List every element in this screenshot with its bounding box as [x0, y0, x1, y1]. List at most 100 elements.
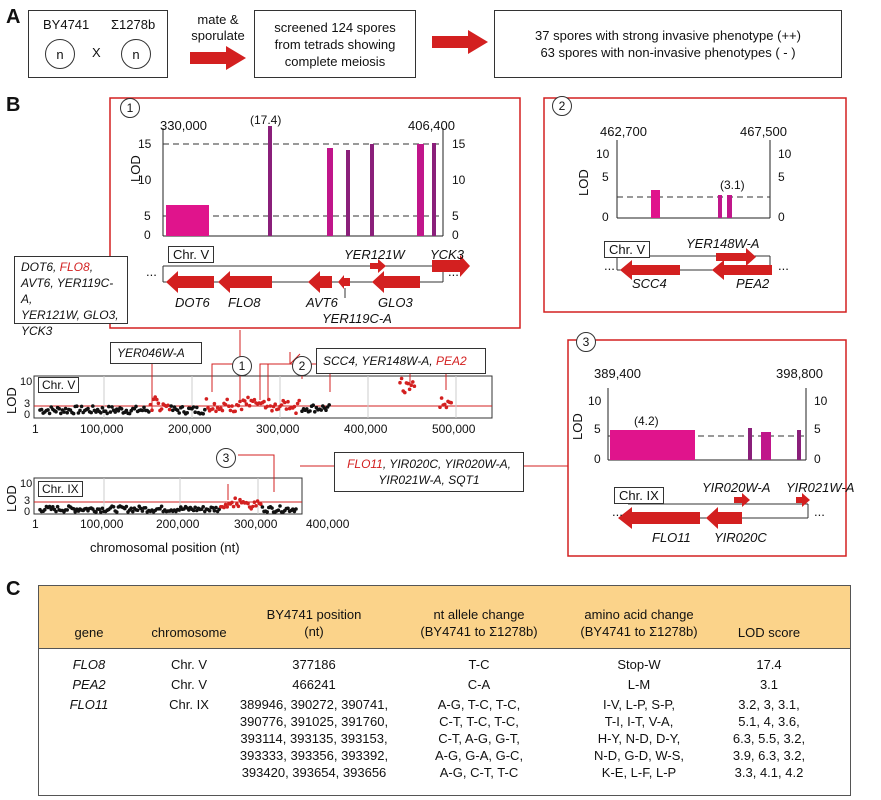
lod-point — [284, 407, 289, 411]
lod-bar — [748, 428, 752, 460]
lod-point — [156, 401, 161, 406]
lod-point — [279, 403, 284, 407]
xtick: 400,000 — [344, 422, 388, 436]
lod-point — [230, 500, 234, 505]
lod-point — [439, 396, 444, 400]
lod-point — [265, 510, 270, 514]
lod-point — [113, 410, 117, 414]
lod-point — [244, 402, 249, 406]
ytick: 10 — [20, 376, 33, 388]
lod-point — [411, 380, 415, 384]
ytick: 0 — [602, 210, 609, 224]
right-arrow-icon — [190, 46, 246, 70]
lod-point — [43, 507, 47, 512]
lod-point — [247, 403, 252, 408]
lod-point — [139, 506, 143, 511]
gene-text-highlight: PEA2 — [435, 354, 467, 368]
lod-point — [449, 400, 454, 405]
gene-label-yer148w-a: YER148W-A — [686, 236, 760, 251]
lod-point — [233, 409, 237, 414]
lod-point — [438, 405, 442, 410]
lod-point — [231, 504, 236, 509]
gene-label-glo3: GLO3 — [378, 295, 413, 310]
nucleus-icon: n — [121, 39, 151, 69]
callout-box-1: DOT6, FLO8, AVT6, YER119C-A, YER121W, GL… — [14, 256, 128, 338]
inset-2-ylabel: LOD — [576, 169, 591, 196]
lod-point — [94, 510, 98, 514]
gene-arrow — [712, 260, 772, 280]
lod-point — [47, 504, 52, 509]
lod-point — [252, 397, 257, 402]
lod-point — [214, 409, 218, 414]
gene-label-yir020c: YIR020C — [714, 530, 767, 545]
ytick: 0 — [24, 409, 31, 421]
lod-point — [55, 504, 60, 509]
lod-point — [286, 399, 290, 404]
lod-point — [171, 408, 175, 413]
ellipsis: ... — [612, 504, 623, 519]
lod-point — [91, 404, 95, 408]
panel-b-figure — [33, 97, 847, 557]
inset-1-frame — [109, 97, 521, 329]
lod-point — [228, 408, 233, 413]
cell-pos: 466241 — [292, 677, 336, 692]
gene-arrow — [372, 271, 420, 293]
gene-arrow — [338, 275, 350, 289]
lod-point — [110, 405, 114, 409]
gene-label-dot6: DOT6 — [175, 295, 210, 310]
lod-point — [294, 507, 298, 511]
lod-point — [259, 502, 263, 507]
lod-point — [143, 506, 148, 510]
gene-label-yck3: YCK3 — [430, 247, 464, 262]
lod-point — [191, 508, 196, 513]
gene-arrow — [166, 271, 214, 293]
cell-lod: 17.4 — [756, 657, 782, 672]
lod-point — [233, 496, 237, 501]
inset-1-peak-label: (17.4) — [250, 113, 282, 127]
lod-point — [86, 406, 90, 411]
callout-box-2: SCC4, YER148W-A, PEA2 — [316, 348, 486, 374]
lod-point — [99, 510, 103, 514]
inset-1-chr-label: Chr. V — [168, 246, 215, 263]
ytick: 10 — [778, 147, 792, 161]
gene-arrow — [432, 255, 470, 277]
lod-point — [251, 504, 255, 509]
lod-point — [100, 406, 105, 410]
gene-text: , — [89, 260, 94, 274]
xtick: 200,000 — [168, 422, 212, 436]
lod-point — [204, 397, 209, 401]
gene-label-yir021w-a: YIR021W-A — [786, 480, 855, 495]
inset-3-chr-label: Chr. IX — [614, 487, 664, 504]
header-nt-change: nt allele change (BY4741 to Σ1278b) — [420, 607, 538, 639]
lod-point — [260, 505, 265, 509]
strain-sigma1278b: Σ1278b — [111, 17, 156, 32]
gene-text: YIR021W-A, SQT1 — [378, 473, 480, 487]
lod-point — [147, 410, 151, 414]
gene-label-flo8: FLO8 — [228, 295, 261, 310]
gene-text: DOT6, — [21, 260, 60, 274]
gene-label-scc4: SCC4 — [632, 276, 667, 291]
lod-point — [131, 509, 135, 514]
gene-label-yir020w-a: YIR020W-A — [702, 480, 771, 495]
lod-point — [286, 506, 290, 511]
cell-chr: Chr. V — [170, 657, 208, 672]
lod-point — [268, 404, 273, 408]
ytick: 3 — [24, 495, 31, 507]
lod-point — [243, 399, 247, 403]
gene-text-highlight: FLO8 — [59, 260, 90, 274]
cell-aa: Stop-W — [617, 657, 661, 672]
chrIX-plot — [33, 454, 568, 515]
ytick: 15 — [452, 137, 466, 151]
lod-bar — [761, 432, 771, 460]
header-aa-change: amino acid change (BY4741 to Σ1278b) — [580, 607, 698, 639]
gene-text: YCK3 — [21, 324, 53, 338]
inset-1-marker: 1 — [120, 98, 140, 118]
lod-bar — [797, 430, 801, 460]
cell-aa: L-M — [627, 677, 651, 692]
lod-point — [270, 408, 274, 413]
lod-point — [153, 395, 157, 399]
ytick: 5 — [452, 209, 459, 223]
lod-point — [230, 404, 234, 408]
lod-point — [295, 401, 300, 406]
cell-chr: Chr. IX — [169, 697, 209, 712]
